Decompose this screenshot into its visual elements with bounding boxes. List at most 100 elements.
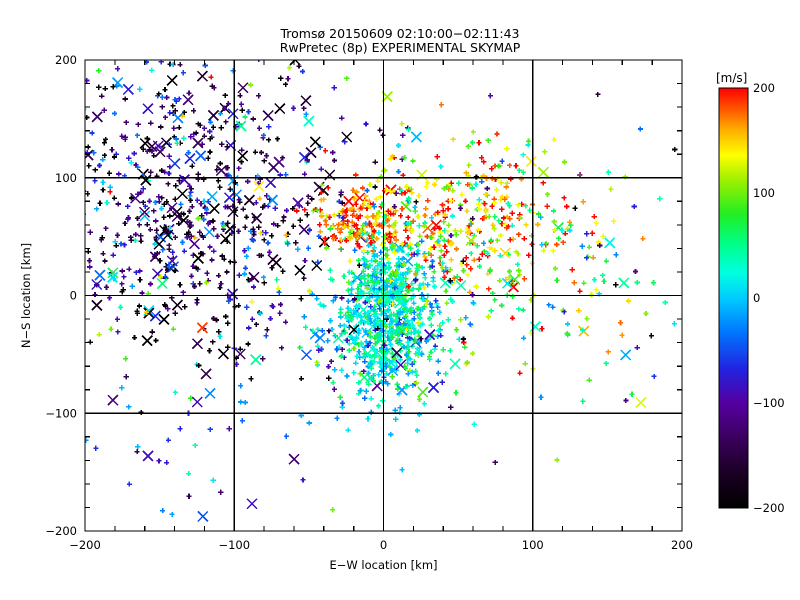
marker-plus bbox=[214, 233, 221, 239]
marker-plus bbox=[361, 351, 367, 357]
marker-plus bbox=[161, 201, 167, 208]
marker-plus bbox=[210, 124, 216, 130]
marker-plus bbox=[353, 309, 359, 316]
marker-plus bbox=[401, 321, 407, 327]
marker-cross bbox=[91, 111, 103, 123]
marker-cross bbox=[224, 223, 236, 235]
marker-plus bbox=[363, 193, 369, 199]
marker-plus bbox=[89, 130, 95, 136]
marker-plus bbox=[159, 94, 166, 100]
marker-plus bbox=[330, 236, 337, 242]
marker-plus bbox=[302, 258, 308, 264]
marker-plus bbox=[209, 257, 215, 263]
marker-plus bbox=[393, 208, 399, 214]
marker-cross-b bbox=[122, 83, 134, 96]
marker-plus bbox=[364, 230, 370, 237]
marker-plus bbox=[245, 109, 252, 115]
marker-plus bbox=[339, 295, 345, 301]
marker-plus bbox=[181, 248, 188, 254]
marker-plus bbox=[250, 237, 256, 244]
marker-plus bbox=[121, 242, 128, 248]
marker-plus bbox=[92, 291, 98, 298]
marker-plus bbox=[343, 238, 349, 244]
marker-plus bbox=[362, 280, 368, 286]
marker-plus bbox=[190, 263, 196, 269]
marker-plus bbox=[261, 158, 267, 164]
marker-plus bbox=[196, 362, 202, 369]
marker-cross-b bbox=[394, 297, 406, 309]
marker-plus bbox=[370, 279, 376, 285]
marker-plus bbox=[351, 196, 357, 202]
marker-plus bbox=[251, 231, 257, 238]
marker-plus bbox=[195, 215, 201, 222]
marker-plus bbox=[347, 235, 353, 242]
marker-cross bbox=[237, 82, 249, 94]
marker-plus bbox=[476, 140, 482, 146]
marker-plus bbox=[250, 284, 257, 290]
marker-cross-b bbox=[341, 131, 353, 143]
marker-cross-b bbox=[357, 304, 369, 316]
marker-plus bbox=[416, 263, 422, 269]
marker-plus bbox=[498, 180, 504, 186]
marker-plus bbox=[110, 252, 116, 258]
marker-plus bbox=[417, 323, 423, 329]
marker-plus bbox=[359, 185, 366, 191]
marker-plus bbox=[275, 222, 281, 229]
marker-cross-b bbox=[439, 277, 451, 289]
marker-plus bbox=[371, 204, 377, 210]
marker-cross-b bbox=[237, 82, 249, 94]
marker-plus bbox=[317, 144, 323, 150]
marker-plus bbox=[364, 258, 370, 264]
marker-plus bbox=[199, 213, 205, 219]
marker-plus bbox=[171, 125, 177, 131]
marker-plus bbox=[153, 218, 159, 224]
marker-plus bbox=[408, 330, 414, 336]
marker-plus bbox=[349, 219, 355, 225]
marker-cross-b bbox=[248, 271, 260, 283]
marker-plus bbox=[356, 390, 362, 397]
marker-plus bbox=[205, 221, 212, 227]
marker-plus bbox=[384, 247, 390, 253]
marker-plus bbox=[115, 201, 121, 207]
marker-cross bbox=[270, 257, 282, 269]
marker-plus bbox=[284, 207, 290, 214]
marker-cross bbox=[85, 149, 94, 161]
marker-plus bbox=[87, 229, 93, 235]
marker-cross bbox=[143, 305, 155, 317]
marker-cross bbox=[158, 313, 170, 325]
marker-plus bbox=[516, 231, 522, 238]
marker-plus bbox=[372, 313, 378, 319]
marker-plus bbox=[363, 220, 369, 227]
marker-plus bbox=[128, 160, 134, 166]
marker-plus bbox=[389, 318, 395, 325]
marker-plus bbox=[406, 349, 412, 355]
marker-cross bbox=[235, 120, 247, 132]
marker-plus bbox=[347, 229, 353, 236]
marker-plus bbox=[315, 343, 321, 349]
marker-plus bbox=[367, 308, 373, 315]
marker-plus bbox=[119, 133, 125, 139]
marker-plus bbox=[219, 141, 225, 147]
marker-plus bbox=[172, 267, 178, 274]
marker-plus bbox=[266, 249, 273, 255]
marker-plus bbox=[428, 322, 434, 328]
marker-plus bbox=[207, 149, 213, 155]
marker-plus bbox=[521, 276, 528, 282]
marker-plus bbox=[162, 274, 168, 280]
marker-plus bbox=[244, 304, 250, 310]
marker-plus bbox=[100, 179, 106, 185]
marker-plus bbox=[345, 305, 351, 311]
marker-cross-b bbox=[169, 158, 181, 170]
marker-plus bbox=[325, 338, 331, 344]
marker-cross bbox=[169, 158, 181, 170]
marker-plus bbox=[402, 282, 409, 288]
marker-plus bbox=[154, 227, 160, 233]
marker-plus bbox=[317, 228, 323, 235]
marker-cross-b bbox=[224, 223, 236, 235]
marker-plus bbox=[248, 376, 254, 382]
marker-plus bbox=[358, 205, 364, 211]
marker-plus bbox=[122, 96, 128, 102]
marker-plus bbox=[184, 234, 190, 241]
marker-cross-b bbox=[231, 189, 243, 201]
marker-plus bbox=[318, 190, 324, 196]
